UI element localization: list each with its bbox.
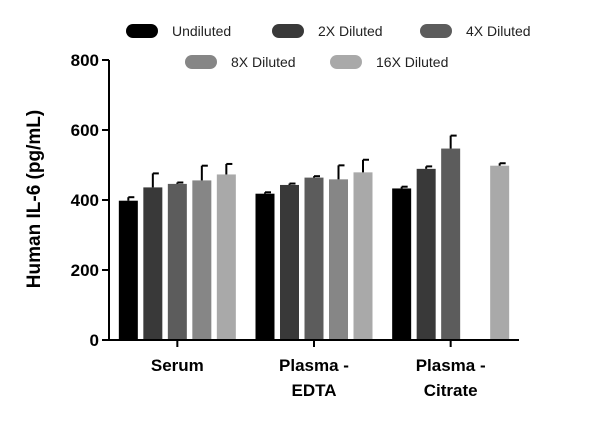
legend-label: 2X Diluted [318, 23, 383, 39]
x-tick-label: Serum [151, 356, 204, 375]
legend: Undiluted 2X Diluted 4X Diluted 8X Diluted 1… [126, 23, 531, 70]
y-axis-label: Human IL-6 (pg/mL) [24, 110, 45, 288]
x-tick-label-line2: Citrate [424, 381, 478, 400]
legend-label: 4X Diluted [466, 23, 531, 39]
x-tick-label-line2: EDTA [291, 381, 336, 400]
x-tick-label: Plasma - [416, 356, 486, 375]
legend-label: 16X Diluted [376, 54, 448, 70]
y-tick-label: 600 [71, 121, 99, 140]
bar [353, 172, 373, 340]
bar [143, 187, 163, 340]
legend-label: Undiluted [172, 23, 231, 39]
bar [441, 148, 461, 340]
bar [167, 183, 187, 340]
legend-swatch [126, 24, 158, 38]
bar [304, 177, 324, 340]
legend-label: 8X Diluted [231, 54, 296, 70]
bar [216, 174, 236, 340]
bar [280, 184, 299, 340]
bar [329, 179, 348, 340]
bar [192, 180, 212, 340]
legend-swatch [330, 55, 362, 69]
legend-swatch [272, 24, 304, 38]
bars [118, 134, 510, 340]
bar [490, 165, 510, 340]
bar [416, 168, 436, 340]
x-tick-label: Plasma - [279, 356, 349, 375]
bar [118, 200, 138, 340]
y-tick-label: 400 [71, 191, 99, 210]
y-tick-label: 0 [90, 331, 99, 350]
y-tick-label: 800 [71, 51, 99, 70]
bar [392, 188, 412, 340]
axes: 0 200 400 600 800 Serum Plasma - EDTA Plasma - Ci… [71, 51, 519, 400]
y-tick-label: 200 [71, 261, 99, 280]
legend-swatch [185, 55, 217, 69]
bar [255, 193, 275, 340]
legend-swatch [420, 24, 452, 38]
